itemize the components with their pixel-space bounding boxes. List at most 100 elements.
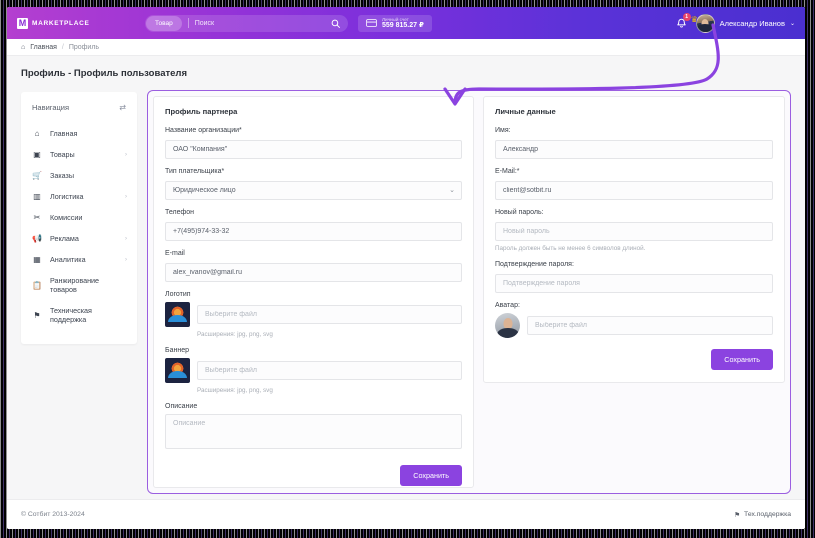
personal-card-title: Личные данные — [495, 107, 556, 116]
sidebar-item-advertising[interactable]: 📢 Реклама › — [21, 228, 137, 249]
sidebar: Навигация ⇄ ⌂ Главная ▣ Товары › 🛒 Заказ… — [21, 92, 137, 344]
sidebar-item-label: Техническая поддержка — [50, 306, 92, 324]
chevron-right-icon: › — [125, 193, 127, 200]
password-hint: Пароль должен быть не менее 6 символов д… — [495, 245, 646, 252]
organization-input[interactable] — [165, 140, 462, 159]
sidebar-item-label: Ранжирование товаров — [50, 276, 100, 294]
page-title-bar: Профиль - Профиль пользователя — [7, 56, 805, 90]
support-icon: ⚑ — [733, 511, 741, 519]
partner-save-button[interactable]: Сохранить — [400, 465, 462, 486]
swap-arrows-icon[interactable]: ⇄ — [119, 103, 126, 112]
field-logo: Логотип Расширения: jpg, png, svg — [165, 291, 462, 338]
bar-chart-icon: ▦ — [33, 255, 41, 264]
home-icon: ⌂ — [21, 43, 26, 51]
new-password-input[interactable] — [495, 222, 773, 241]
logo-hint: Расширения: jpg, png, svg — [197, 331, 273, 338]
sidebar-item-label: Реклама — [50, 234, 79, 243]
personal-save-button[interactable]: Сохранить — [711, 349, 773, 370]
organization-label: Название организации* — [165, 127, 242, 134]
notification-badge: 1 — [682, 13, 691, 21]
sidebar-item-analytics[interactable]: ▦ Аналитика › — [21, 249, 137, 270]
sidebar-item-support[interactable]: ⚑ Техническая поддержка — [21, 300, 137, 330]
logo-label: Логотип — [165, 291, 191, 298]
top-header: M MARKETPLACE Товар — [7, 7, 805, 39]
breadcrumb-current: Профиль — [68, 43, 100, 51]
banner-file-input[interactable] — [197, 361, 462, 380]
field-avatar: Аватар: — [495, 302, 773, 338]
sidebar-item-label: Комиссии — [50, 213, 83, 222]
search-icon[interactable] — [331, 19, 340, 28]
new-password-label: Новый пароль: — [495, 209, 544, 216]
payer-type-select[interactable] — [165, 181, 462, 200]
clipboard-icon: 📋 — [32, 280, 42, 290]
search-input[interactable] — [194, 19, 331, 27]
truck-chart-icon: ▥ — [33, 192, 41, 201]
name-input[interactable] — [495, 140, 773, 159]
name-label: Имя: — [495, 127, 511, 134]
footer-support-label: Тех.поддержка — [744, 511, 791, 518]
search-category-pill[interactable]: Товар — [146, 15, 182, 31]
sidebar-item-commissions[interactable]: ✂ Комиссии — [21, 207, 137, 228]
brand-logo[interactable]: M MARKETPLACE — [17, 17, 137, 29]
cart-icon: 🛒 — [32, 171, 42, 180]
sidebar-item-ranking[interactable]: 📋 Ранжирование товаров — [21, 270, 137, 300]
page-title: Профиль - Профиль пользователя — [21, 68, 187, 79]
support-icon: ⚑ — [33, 310, 41, 320]
megaphone-icon: 📢 — [32, 234, 42, 243]
sidebar-item-orders[interactable]: 🛒 Заказы — [21, 165, 137, 186]
logo-file-input[interactable] — [197, 305, 462, 324]
email-label: E-Mail:* — [495, 168, 520, 175]
breadcrumb-separator: / — [61, 43, 64, 51]
page-body: Навигация ⇄ ⌂ Главная ▣ Товары › 🛒 Заказ… — [7, 90, 805, 510]
chevron-right-icon: › — [125, 256, 127, 263]
balance-widget[interactable]: Личный счет 559 815.27 ₽ — [358, 14, 432, 32]
highlighted-content-region: Профиль партнера Название организации* Т… — [147, 90, 791, 494]
box-icon: ▣ — [33, 150, 41, 159]
notifications-button[interactable]: 1 — [676, 13, 691, 29]
sidebar-item-label: Главная — [50, 129, 78, 138]
avatar-file-input[interactable] — [527, 316, 773, 335]
field-organization: Название организации* — [165, 127, 462, 159]
email-input[interactable] — [495, 181, 773, 200]
sidebar-item-products[interactable]: ▣ Товары › — [21, 144, 137, 165]
description-label: Описание — [165, 403, 198, 410]
sidebar-item-logistics[interactable]: ▥ Логистика › — [21, 186, 137, 207]
avatar-image — [695, 13, 715, 33]
banner-hint: Расширения: jpg, png, svg — [197, 387, 273, 394]
header-right-group: 1 ♛ Александр Иванов ⌄ — [676, 13, 795, 33]
partner-card-title: Профиль партнера — [165, 107, 238, 116]
search-bar[interactable]: Товар — [145, 14, 348, 32]
confirm-password-input[interactable] — [495, 274, 773, 293]
field-banner: Баннер Расширения: jpg, png, svg — [165, 347, 462, 394]
field-confirm-password: Подтверждение пароля: — [495, 261, 773, 293]
breadcrumb-home[interactable]: Главная — [30, 43, 57, 51]
footer: © Сотбит 2013-2024 ⚑ Тех.поддержка — [7, 499, 805, 529]
partner-profile-card: Профиль партнера Название организации* Т… — [153, 96, 474, 488]
balance-value: 559 815.27 ₽ — [382, 21, 424, 29]
logo-mark-icon: M — [17, 17, 28, 29]
logo-text: MARKETPLACE — [32, 19, 90, 27]
sidebar-item-label: Логистика — [50, 192, 84, 201]
application-window: M MARKETPLACE Товар — [7, 7, 805, 529]
search-divider — [187, 18, 189, 28]
personal-data-card: Личные данные Имя: E-Mail:* Новый пароль… — [483, 96, 785, 383]
phone-input[interactable] — [165, 222, 462, 241]
sidebar-title: Навигация — [32, 103, 70, 112]
footer-support-link[interactable]: ⚑ Тех.поддержка — [734, 511, 791, 519]
phone-label: Телефон — [165, 209, 195, 216]
field-description: Описание — [165, 403, 462, 454]
payer-type-label: Тип плательщика* — [165, 168, 225, 175]
partner-email-input[interactable] — [165, 263, 462, 282]
field-new-password: Новый пароль: Пароль должен быть не мене… — [495, 209, 773, 252]
user-menu[interactable]: ♛ Александр Иванов ⌄ — [691, 13, 795, 33]
chevron-right-icon: › — [125, 151, 127, 158]
banner-label: Баннер — [165, 347, 190, 354]
crown-icon: ♛ — [690, 14, 698, 24]
field-payer-type: Тип плательщика* ⌄ — [165, 168, 462, 200]
sidebar-item-home[interactable]: ⌂ Главная — [21, 123, 137, 144]
description-textarea[interactable] — [165, 414, 462, 449]
field-phone: Телефон — [165, 209, 462, 241]
field-name: Имя: — [495, 127, 773, 159]
footer-copyright: © Сотбит 2013-2024 — [21, 511, 85, 518]
banner-preview-thumbnail — [165, 358, 190, 383]
